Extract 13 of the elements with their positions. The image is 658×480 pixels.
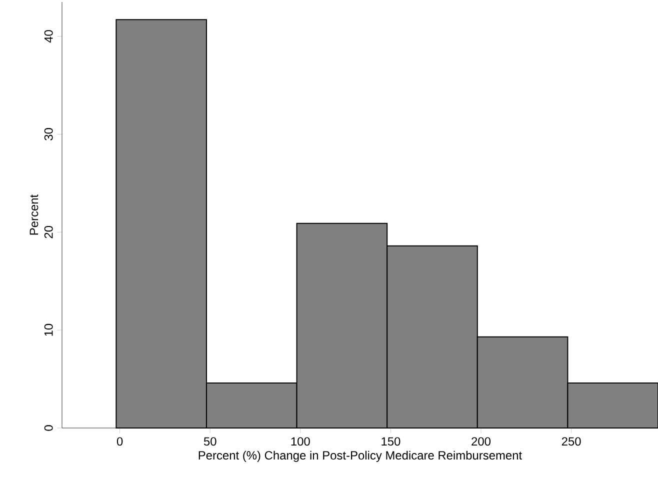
y-tick-label: 20	[44, 226, 53, 238]
y-tick-label: 10	[44, 324, 53, 336]
y-tick-label: 30	[44, 128, 53, 140]
y-tick-label: 0	[44, 425, 53, 431]
x-tick-label: 200	[472, 437, 491, 446]
y-tick-label: 40	[44, 30, 53, 43]
y-axis-title: Percent	[30, 194, 38, 235]
x-tick-label: 0	[116, 437, 123, 446]
x-tick-label: 150	[382, 437, 400, 446]
x-tick-label: 50	[204, 437, 216, 446]
x-axis-title: Percent (%) Change in Post-Policy Medicare Reimbursement	[198, 450, 522, 462]
x-tick-label: 100	[291, 437, 310, 446]
x-tick-label: 250	[562, 437, 581, 446]
